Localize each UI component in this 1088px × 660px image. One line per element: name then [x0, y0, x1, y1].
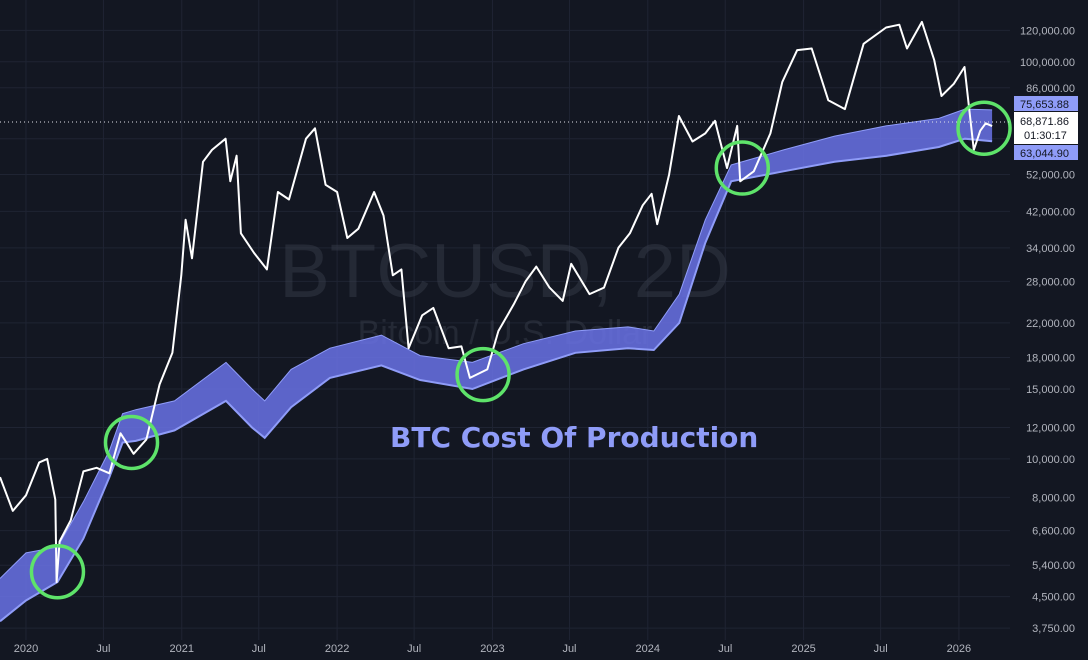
y-tick-label: 120,000.00 — [1020, 25, 1075, 37]
highlight-circles — [29, 100, 1012, 600]
y-tick-label: 100,000.00 — [1020, 57, 1075, 69]
x-tick-label: 2026 — [947, 643, 971, 655]
upper-band-label: 75,653.88 — [1020, 99, 1069, 111]
cost-of-production-band — [0, 108, 993, 623]
price-labels: 75,653.88 68,871.86 01:30:17 63,044.90 — [1014, 96, 1078, 160]
band-lower-edge — [0, 137, 993, 623]
y-tick-label: 86,000.00 — [1026, 83, 1075, 95]
x-tick-label: 2025 — [791, 643, 815, 655]
x-tick-label: Jul — [96, 643, 110, 655]
price-line — [0, 20, 993, 583]
x-tick-label: 2022 — [325, 643, 349, 655]
x-tick-label: 2023 — [480, 643, 504, 655]
y-tick-label: 28,000.00 — [1026, 276, 1075, 288]
cost-of-production-label: BTC Cost Of Production — [390, 421, 758, 454]
y-tick-label: 15,000.00 — [1026, 384, 1075, 396]
x-axis[interactable]: 2020 Jul 2021 Jul 2022 Jul 2023 Jul 2024 Jul 2025 J… — [14, 643, 971, 655]
y-tick-label: 5,400.00 — [1032, 560, 1075, 572]
x-tick-label: 2020 — [14, 643, 38, 655]
highlight-circle — [956, 100, 1012, 157]
y-tick-label: 3,750.00 — [1032, 623, 1075, 635]
x-tick-label: Jul — [252, 643, 266, 655]
y-tick-label: 18,000.00 — [1026, 353, 1075, 365]
y-tick-label: 8,000.00 — [1032, 492, 1075, 504]
upper-band-box — [1014, 96, 1078, 111]
highlight-circle — [103, 414, 160, 471]
lower-band-box — [1014, 145, 1078, 160]
y-tick-label: 6,600.00 — [1032, 526, 1075, 538]
y-tick-label: 42,000.00 — [1026, 206, 1075, 218]
band-fill — [0, 109, 993, 622]
watermark-symbol: BTCUSD, 2D — [279, 229, 731, 314]
highlight-circle — [29, 543, 86, 600]
x-tick-label: 2021 — [169, 643, 193, 655]
y-tick-label: 34,000.00 — [1026, 243, 1075, 255]
x-tick-label: 2024 — [636, 643, 660, 655]
countdown-label: 01:30:17 — [1024, 130, 1067, 142]
x-tick-label: Jul — [874, 643, 888, 655]
x-tick-label: Jul — [718, 643, 732, 655]
x-tick-label: Jul — [562, 643, 576, 655]
band-upper-edge — [0, 108, 993, 579]
price-path — [0, 20, 993, 583]
last-price-label: 68,871.86 — [1020, 116, 1069, 128]
y-tick-label: 22,000.00 — [1026, 318, 1075, 330]
lower-band-label: 63,044.90 — [1020, 148, 1069, 160]
last-price-box — [1014, 112, 1078, 144]
y-tick-label: 10,000.00 — [1026, 454, 1075, 466]
highlight-circle — [455, 346, 511, 403]
y-tick-label: 12,000.00 — [1026, 422, 1075, 434]
x-tick-label: Jul — [407, 643, 421, 655]
highlight-circle — [714, 140, 771, 196]
y-tick-label: 52,000.00 — [1026, 170, 1075, 182]
y-tick-label: 4,500.00 — [1032, 592, 1075, 604]
